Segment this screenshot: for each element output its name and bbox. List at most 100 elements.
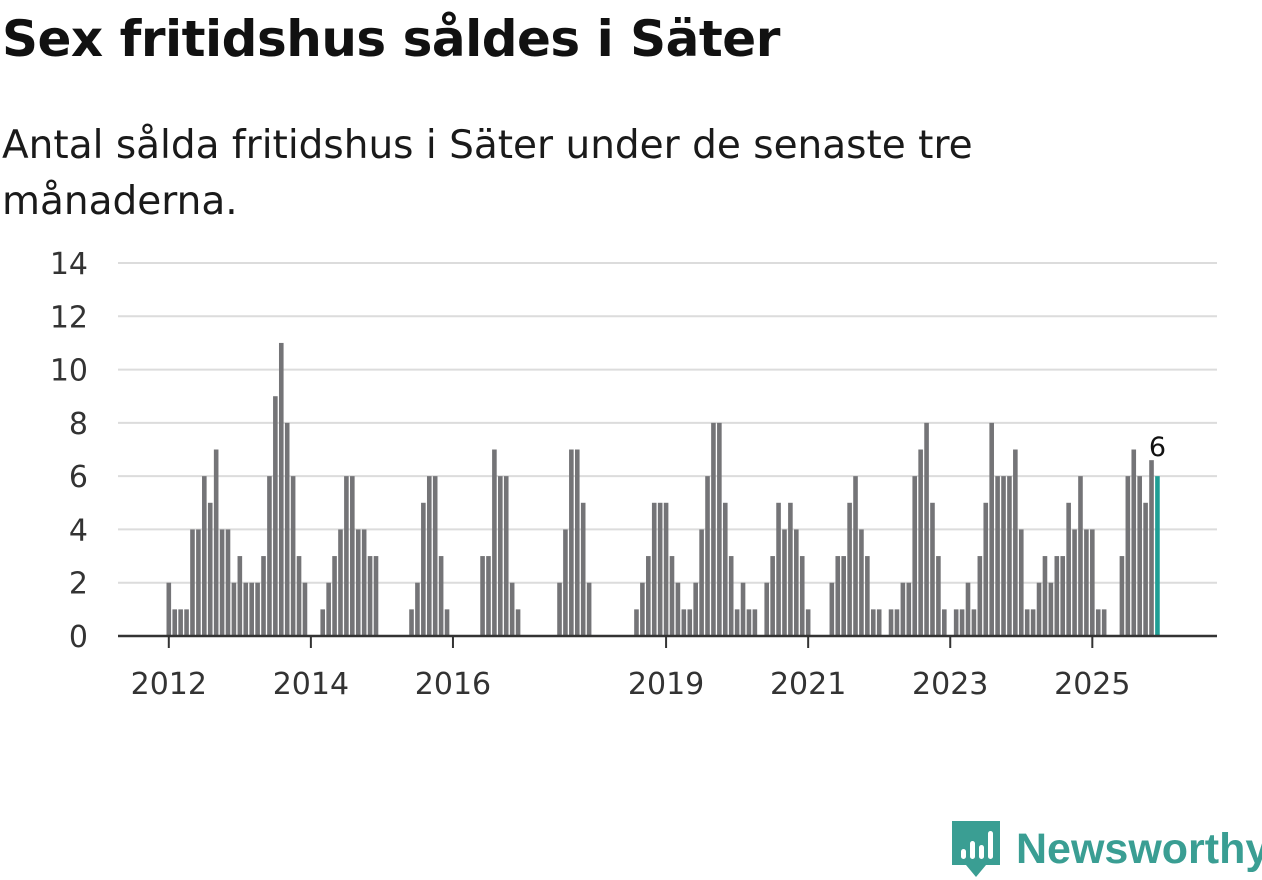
bar (1090, 529, 1095, 636)
bar (1066, 502, 1071, 636)
bar (344, 476, 349, 636)
bar (734, 609, 740, 636)
bar (332, 556, 337, 636)
bar (166, 582, 172, 636)
bar (1030, 609, 1036, 636)
bar (1149, 460, 1154, 636)
bar (480, 556, 485, 636)
bar (711, 422, 716, 636)
bar (326, 582, 331, 636)
y-tick-label: 14 (50, 247, 88, 282)
bar (770, 556, 775, 636)
bar (746, 609, 752, 636)
bar (936, 556, 941, 636)
bar (1137, 476, 1142, 636)
bar (1095, 609, 1101, 636)
bar (225, 529, 231, 636)
bar (498, 476, 503, 636)
bar (503, 476, 509, 636)
bar (1131, 449, 1137, 636)
bar-highlight (1155, 476, 1160, 636)
bar (231, 582, 237, 636)
bar (1048, 582, 1054, 636)
bar (675, 582, 681, 636)
x-tick-label: 2012 (131, 667, 207, 702)
bar (1042, 556, 1048, 636)
bar (432, 476, 438, 636)
bar (634, 609, 639, 636)
y-tick-label: 2 (69, 567, 88, 602)
bar (788, 502, 793, 636)
bar (782, 529, 787, 636)
bar (740, 582, 746, 636)
bar (444, 609, 450, 636)
bar (580, 502, 586, 636)
bar (207, 502, 213, 636)
bar (1084, 529, 1089, 636)
bar (267, 476, 272, 636)
y-tick-label: 4 (69, 513, 88, 548)
bar (1024, 609, 1030, 636)
bar (1036, 582, 1042, 636)
x-axis-ticks: 2012 2014 2016 2019 2021 2023 2025 (131, 636, 1130, 702)
bar (640, 582, 645, 636)
bar (829, 582, 835, 636)
bar (1001, 476, 1006, 636)
bar (557, 582, 562, 636)
bar (853, 476, 858, 636)
bar (894, 609, 900, 636)
bar (574, 449, 580, 636)
x-tick-label: 2014 (273, 667, 349, 702)
bar (764, 582, 770, 636)
bar (237, 556, 243, 636)
bar (717, 422, 722, 636)
bars (166, 342, 1160, 636)
bar (190, 529, 195, 636)
bar (569, 449, 574, 636)
bar (965, 582, 971, 636)
y-tick-label: 0 (69, 620, 88, 655)
bar (492, 449, 497, 636)
bar (1125, 476, 1131, 636)
chart-title: Sex fritidshus såldes i Säter (2, 10, 780, 68)
bar (563, 529, 568, 636)
newsworthy-logo-icon (952, 821, 1000, 877)
bar (646, 556, 651, 636)
bar (663, 502, 669, 636)
bar (900, 582, 906, 636)
logo-wordmark: Newsworthy (1016, 824, 1262, 873)
newsworthy-logo: Newsworthy (950, 818, 1262, 880)
bar (1054, 556, 1060, 636)
bar (799, 556, 805, 636)
bar (983, 502, 989, 636)
bar (752, 609, 758, 636)
bar (1007, 476, 1012, 636)
bar (859, 529, 864, 636)
bar (959, 609, 965, 636)
bar (657, 502, 663, 636)
bar (273, 396, 278, 636)
bar (1018, 529, 1024, 636)
bar (373, 556, 379, 636)
bar (219, 529, 225, 636)
chart-subtitle: Antal sålda fritidshus i Säter under de … (2, 123, 973, 224)
bar (977, 556, 983, 636)
bar (338, 529, 343, 636)
bar (426, 476, 432, 636)
bar (953, 609, 959, 636)
bar (278, 342, 284, 636)
bar (355, 529, 361, 636)
bar (930, 502, 935, 636)
bar (924, 422, 929, 636)
bar (876, 609, 882, 636)
bar (995, 476, 1000, 636)
bar (515, 609, 521, 636)
bar (847, 502, 852, 636)
bar (651, 502, 657, 636)
data-label-latest: 6 (1149, 432, 1166, 463)
bar (1143, 502, 1148, 636)
bar (865, 556, 870, 636)
bar (1078, 476, 1083, 636)
bar (320, 609, 326, 636)
